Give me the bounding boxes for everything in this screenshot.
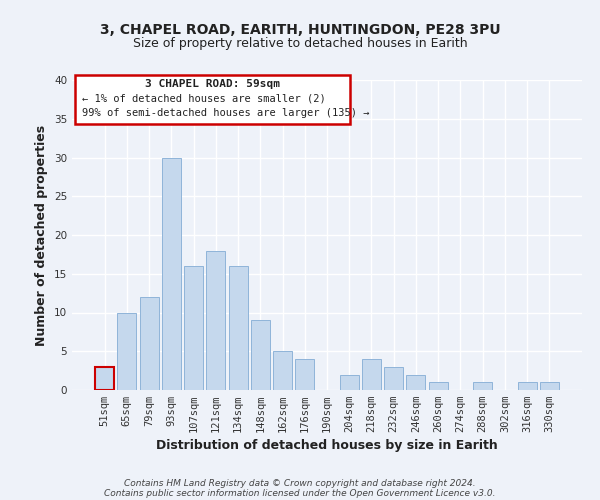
Text: ← 1% of detached houses are smaller (2): ← 1% of detached houses are smaller (2) bbox=[82, 94, 326, 104]
Y-axis label: Number of detached properties: Number of detached properties bbox=[35, 124, 49, 346]
Text: 3, CHAPEL ROAD, EARITH, HUNTINGDON, PE28 3PU: 3, CHAPEL ROAD, EARITH, HUNTINGDON, PE28… bbox=[100, 22, 500, 36]
FancyBboxPatch shape bbox=[74, 74, 350, 124]
Bar bbox=[273, 351, 292, 390]
Text: Contains HM Land Registry data © Crown copyright and database right 2024.: Contains HM Land Registry data © Crown c… bbox=[124, 478, 476, 488]
Bar bbox=[473, 382, 492, 390]
Bar bbox=[229, 266, 248, 390]
Bar bbox=[295, 359, 314, 390]
X-axis label: Distribution of detached houses by size in Earith: Distribution of detached houses by size … bbox=[156, 440, 498, 452]
Text: 3 CHAPEL ROAD: 59sqm: 3 CHAPEL ROAD: 59sqm bbox=[145, 79, 280, 89]
Bar bbox=[206, 250, 225, 390]
Bar bbox=[518, 382, 536, 390]
Bar bbox=[406, 374, 425, 390]
Bar bbox=[251, 320, 270, 390]
Bar bbox=[118, 312, 136, 390]
Bar bbox=[162, 158, 181, 390]
Bar bbox=[95, 367, 114, 390]
Bar bbox=[429, 382, 448, 390]
Bar bbox=[140, 297, 158, 390]
Bar bbox=[540, 382, 559, 390]
Bar bbox=[184, 266, 203, 390]
Text: Size of property relative to detached houses in Earith: Size of property relative to detached ho… bbox=[133, 38, 467, 51]
Text: 99% of semi-detached houses are larger (135) →: 99% of semi-detached houses are larger (… bbox=[82, 108, 370, 118]
Bar bbox=[384, 367, 403, 390]
Text: Contains public sector information licensed under the Open Government Licence v3: Contains public sector information licen… bbox=[104, 488, 496, 498]
Bar bbox=[362, 359, 381, 390]
Bar bbox=[340, 374, 359, 390]
